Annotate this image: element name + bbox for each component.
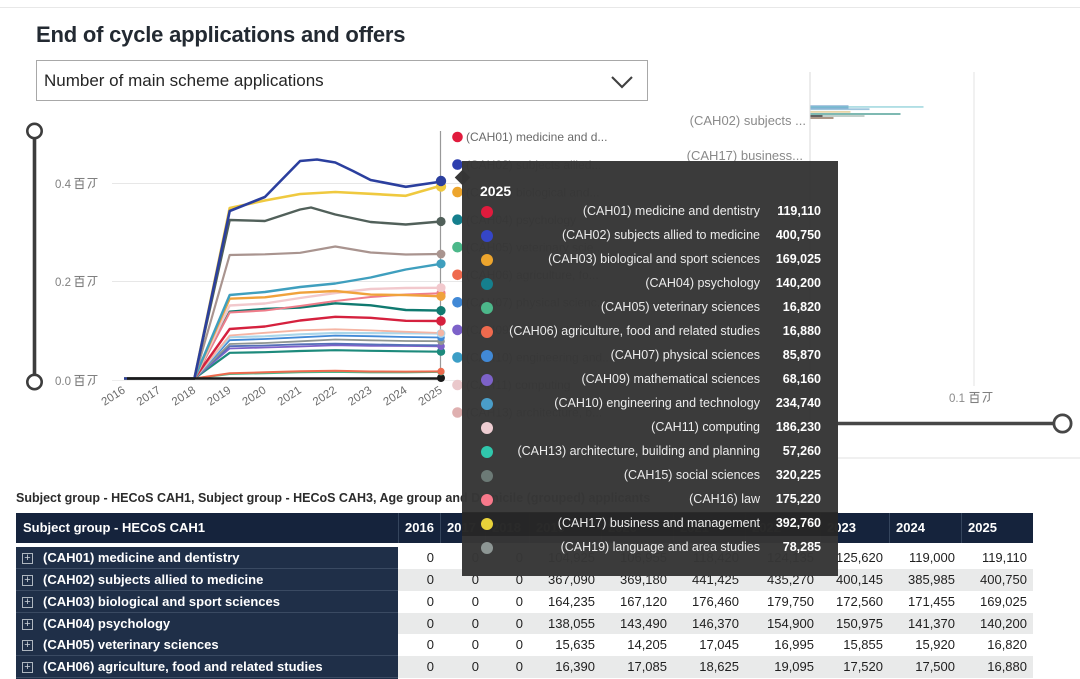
svg-text:(CAH01) medicine and d...: (CAH01) medicine and d... <box>466 130 607 144</box>
svg-text:2024: 2024 <box>381 384 409 408</box>
svg-text:2022: 2022 <box>311 384 339 408</box>
svg-text:2021: 2021 <box>276 384 304 408</box>
svg-text:0.1: 0.1 <box>949 393 965 405</box>
svg-text:2023: 2023 <box>346 384 374 408</box>
svg-text:2017: 2017 <box>135 384 163 408</box>
svg-text:(CAH17) business...: (CAH17) business... <box>687 148 803 163</box>
svg-text:2025: 2025 <box>417 384 445 408</box>
svg-text:2018: 2018 <box>170 384 198 408</box>
svg-text:0.2: 0.2 <box>55 277 71 289</box>
svg-text:0.0: 0.0 <box>55 376 71 388</box>
svg-text:2019: 2019 <box>205 384 233 408</box>
svg-text:0.4: 0.4 <box>55 179 72 191</box>
svg-text:2016: 2016 <box>100 384 128 408</box>
svg-text:(CAH02) subjects ...: (CAH02) subjects ... <box>690 113 806 128</box>
svg-text:2020: 2020 <box>241 384 269 408</box>
